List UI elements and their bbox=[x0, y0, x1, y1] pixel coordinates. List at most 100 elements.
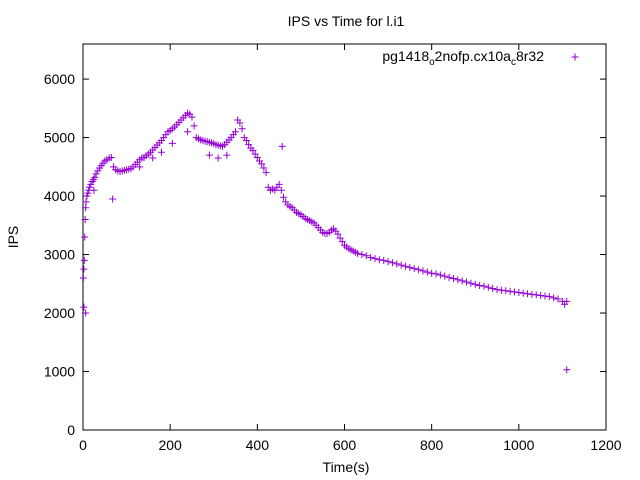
data-point bbox=[458, 277, 466, 285]
data-point bbox=[550, 294, 558, 302]
data-point bbox=[554, 295, 562, 303]
data-point bbox=[428, 269, 436, 277]
data-point bbox=[83, 192, 91, 200]
data-point bbox=[354, 249, 362, 257]
data-point bbox=[249, 146, 257, 154]
data-point bbox=[277, 186, 285, 194]
data-point bbox=[362, 252, 370, 260]
data-point bbox=[275, 180, 283, 188]
x-tick-label: 400 bbox=[246, 437, 270, 453]
data-point bbox=[484, 283, 492, 291]
data-point bbox=[375, 256, 383, 264]
data-point bbox=[476, 282, 484, 290]
data-point bbox=[94, 167, 102, 175]
x-axis: 0 200 400 600 800 1000 1200 bbox=[79, 44, 622, 453]
x-tick-label: 600 bbox=[333, 437, 357, 453]
data-point bbox=[90, 186, 98, 194]
data-point bbox=[463, 278, 471, 286]
y-tick-label: 3000 bbox=[44, 247, 75, 263]
y-tick-label: 5000 bbox=[44, 130, 75, 146]
data-point bbox=[238, 125, 246, 133]
data-point bbox=[79, 274, 87, 282]
data-point bbox=[82, 198, 90, 206]
x-axis-label: Time(s) bbox=[323, 459, 370, 475]
data-point bbox=[258, 160, 266, 168]
data-point bbox=[214, 154, 222, 162]
legend: pg1418o2nofp.cx10ac8r32 bbox=[382, 48, 579, 68]
data-point bbox=[80, 265, 88, 273]
data-point bbox=[184, 128, 192, 136]
data-point bbox=[406, 263, 414, 271]
chart-title: IPS vs Time for l.i1 bbox=[288, 13, 405, 29]
data-point bbox=[445, 273, 453, 281]
data-point bbox=[251, 150, 259, 158]
data-point bbox=[205, 151, 213, 159]
y-tick-label: 1000 bbox=[44, 364, 75, 380]
data-point bbox=[278, 142, 286, 150]
data-point bbox=[82, 204, 90, 212]
series-points bbox=[79, 109, 571, 374]
x-tick-label: 0 bbox=[79, 437, 87, 453]
data-point bbox=[260, 164, 268, 172]
data-point bbox=[441, 272, 449, 280]
legend-marker-point bbox=[571, 53, 579, 61]
legend-label: pg1418o2nofp.cx10ac8r32 bbox=[382, 48, 544, 68]
data-point bbox=[563, 297, 571, 305]
data-point bbox=[334, 230, 342, 238]
data-point bbox=[338, 238, 346, 246]
data-point bbox=[190, 122, 198, 130]
data-point bbox=[223, 151, 231, 159]
data-point bbox=[279, 193, 287, 201]
data-point bbox=[506, 287, 514, 295]
data-point bbox=[136, 163, 144, 171]
data-point bbox=[109, 195, 117, 203]
data-point bbox=[245, 141, 253, 149]
data-point bbox=[524, 290, 532, 298]
y-axis: 0 1000 2000 3000 4000 5000 6000 bbox=[44, 71, 606, 438]
data-point bbox=[454, 276, 462, 284]
data-point bbox=[232, 128, 240, 136]
data-point bbox=[423, 268, 431, 276]
data-point bbox=[415, 266, 423, 274]
data-point bbox=[419, 267, 427, 275]
data-point bbox=[515, 289, 523, 297]
data-point bbox=[242, 137, 250, 144]
data-point bbox=[358, 251, 366, 259]
data-point bbox=[432, 270, 440, 278]
data-point bbox=[493, 286, 501, 294]
y-tick-label: 2000 bbox=[44, 305, 75, 321]
data-point bbox=[149, 154, 157, 162]
data-point bbox=[380, 256, 388, 264]
data-point bbox=[262, 169, 270, 177]
y-tick-label: 4000 bbox=[44, 188, 75, 204]
data-point bbox=[80, 256, 88, 264]
data-point bbox=[253, 153, 261, 161]
data-point bbox=[449, 275, 457, 283]
data-point bbox=[402, 262, 410, 270]
data-point bbox=[168, 139, 176, 147]
data-point bbox=[510, 288, 518, 296]
data-point bbox=[532, 291, 540, 299]
data-point bbox=[541, 292, 549, 300]
data-point bbox=[91, 173, 99, 181]
data-point bbox=[82, 309, 90, 317]
data-point bbox=[367, 253, 375, 261]
data-point bbox=[86, 183, 94, 191]
x-tick-label: 1200 bbox=[590, 437, 621, 453]
data-point bbox=[471, 280, 479, 288]
data-point bbox=[157, 148, 165, 156]
y-axis-label: IPS bbox=[5, 226, 21, 249]
data-point bbox=[336, 234, 344, 242]
x-tick-label: 1000 bbox=[503, 437, 534, 453]
x-tick-label: 200 bbox=[158, 437, 182, 453]
data-point bbox=[84, 189, 92, 197]
data-point bbox=[563, 366, 571, 374]
data-point bbox=[80, 303, 88, 311]
data-point bbox=[188, 113, 196, 121]
data-point bbox=[88, 177, 96, 185]
data-point bbox=[497, 286, 505, 294]
data-point bbox=[81, 233, 89, 241]
data-point bbox=[519, 289, 527, 297]
data-point bbox=[436, 271, 444, 279]
